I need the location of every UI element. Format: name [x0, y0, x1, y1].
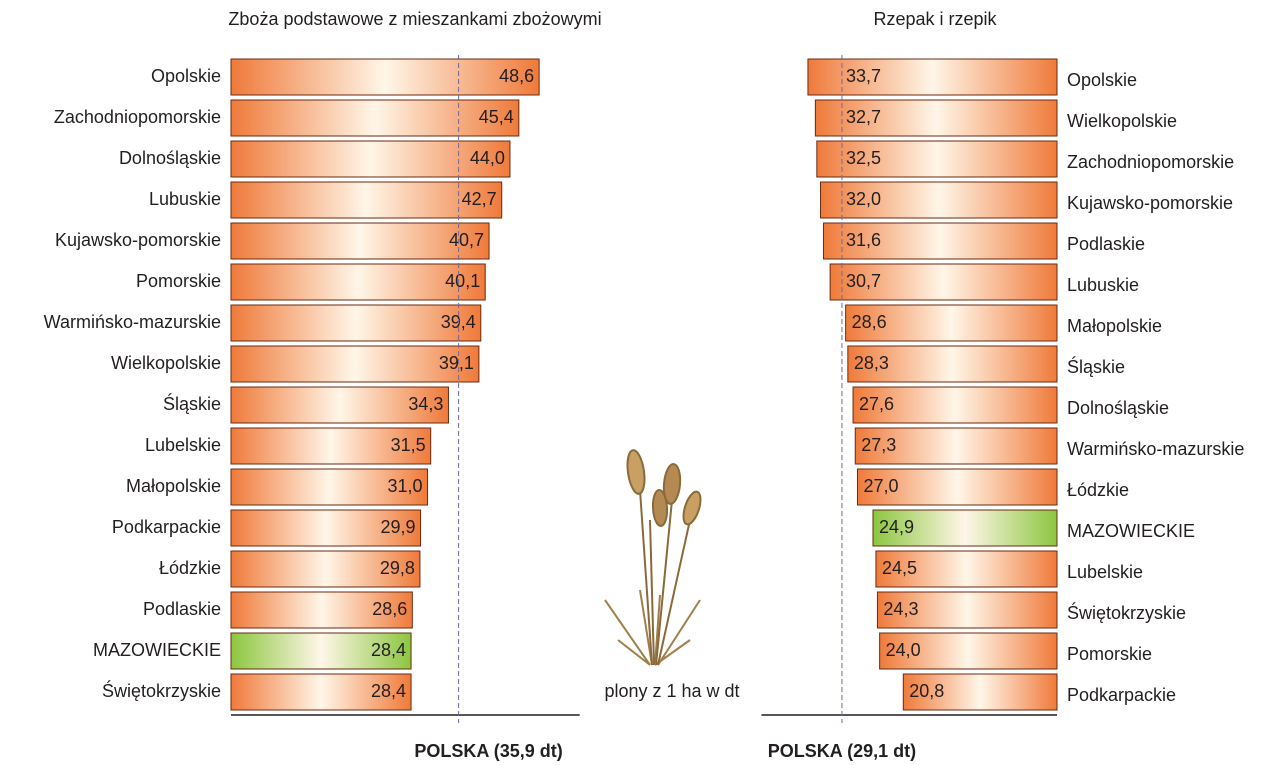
value-label: 24,0: [886, 640, 921, 660]
category-label: Małopolskie: [1067, 316, 1162, 336]
category-label: Lubelskie: [145, 435, 221, 455]
category-label: MAZOWIECKIE: [1067, 521, 1195, 541]
category-label: Lubelskie: [1067, 562, 1143, 582]
category-label: Podkarpackie: [1067, 685, 1176, 705]
category-label: Śląskie: [1067, 356, 1125, 377]
chart-title: Zboża podstawowe z mieszankami zbożowymi: [228, 9, 601, 29]
value-label: 32,0: [846, 189, 881, 209]
value-label: 28,6: [372, 599, 407, 619]
category-label: Lubuskie: [1067, 275, 1139, 295]
category-label: Śląskie: [163, 393, 221, 414]
value-label: 31,5: [391, 435, 426, 455]
value-label: 27,3: [861, 435, 896, 455]
value-label: 39,1: [439, 353, 474, 373]
category-label: Zachodniopomorskie: [1067, 152, 1234, 172]
value-label: 27,0: [863, 476, 898, 496]
value-label: 31,6: [846, 230, 881, 250]
value-label: 24,3: [883, 599, 918, 619]
value-label: 32,7: [846, 107, 881, 127]
value-label: 44,0: [470, 148, 505, 168]
bar: [231, 100, 519, 136]
category-label: Dolnośląskie: [1067, 398, 1169, 418]
value-label: 24,9: [879, 517, 914, 537]
note: plony z 1 ha w dt: [604, 681, 739, 701]
value-label: 28,4: [371, 640, 406, 660]
value-label: 28,4: [371, 681, 406, 701]
category-label: Dolnośląskie: [119, 148, 221, 168]
category-label: Pomorskie: [1067, 644, 1152, 664]
value-label: 40,1: [445, 271, 480, 291]
category-label: Małopolskie: [126, 476, 221, 496]
value-label: 29,9: [381, 517, 416, 537]
category-label: Łódzkie: [159, 558, 221, 578]
value-label: 30,7: [846, 271, 881, 291]
category-label: Pomorskie: [136, 271, 221, 291]
category-label: Kujawsko-pomorskie: [1067, 193, 1233, 213]
value-label: 31,0: [387, 476, 422, 496]
value-label: 48,6: [499, 66, 534, 86]
category-label: MAZOWIECKIE: [93, 640, 221, 660]
wheat-illustration: [605, 449, 704, 665]
category-label: Opolskie: [151, 66, 221, 86]
value-label: 20,8: [909, 681, 944, 701]
value-label: 24,5: [882, 558, 917, 578]
category-label: Świętokrzyskie: [102, 680, 221, 701]
category-label: Wielkopolskie: [1067, 111, 1177, 131]
category-label: Podlaskie: [143, 599, 221, 619]
category-label: Warmińsko-mazurskie: [1067, 439, 1244, 459]
category-label: Warmińsko-mazurskie: [44, 312, 221, 332]
value-label: 40,7: [449, 230, 484, 250]
reference-label: POLSKA (29,1 dt): [768, 741, 916, 761]
value-label: 32,5: [846, 148, 881, 168]
category-label: Łódzkie: [1067, 480, 1129, 500]
category-label: Zachodniopomorskie: [54, 107, 221, 127]
value-label: 29,8: [380, 558, 415, 578]
category-label: Wielkopolskie: [111, 353, 221, 373]
category-label: Podkarpackie: [112, 517, 221, 537]
category-label: Podlaskie: [1067, 234, 1145, 254]
value-label: 34,3: [408, 394, 443, 414]
category-label: Kujawsko-pomorskie: [55, 230, 221, 250]
category-label: Lubuskie: [149, 189, 221, 209]
chart: Zboża podstawowe z mieszankami zbożowymi…: [0, 0, 1288, 765]
value-label: 42,7: [462, 189, 497, 209]
category-label: Opolskie: [1067, 70, 1137, 90]
chart-title: Rzepak i rzepik: [873, 9, 997, 29]
bar: [231, 141, 510, 177]
value-label: 28,6: [852, 312, 887, 332]
value-label: 28,3: [854, 353, 889, 373]
category-label: Świętokrzyskie: [1067, 602, 1186, 623]
bar: [231, 59, 539, 95]
value-label: 45,4: [479, 107, 514, 127]
value-label: 27,6: [859, 394, 894, 414]
reference-label: POLSKA (35,9 dt): [414, 741, 562, 761]
value-label: 33,7: [846, 66, 881, 86]
